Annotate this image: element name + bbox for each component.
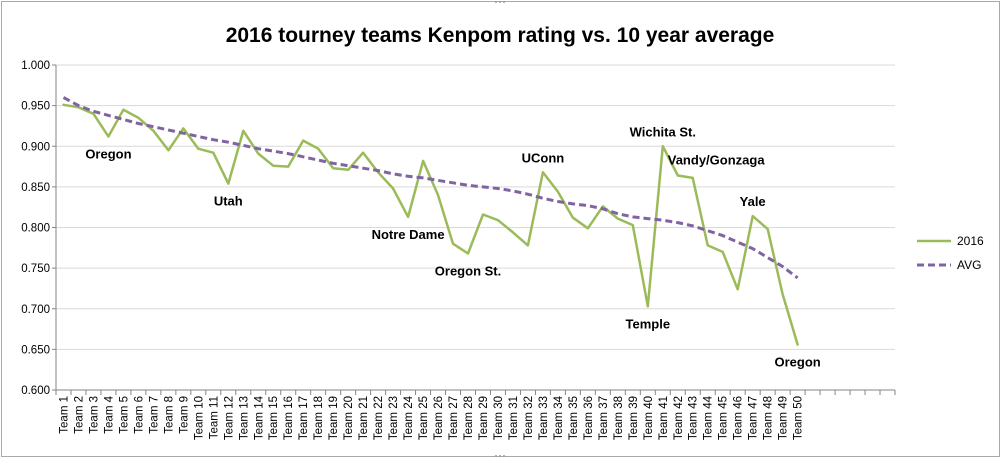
x-tick-label: Team 36	[583, 396, 595, 440]
y-tick-label: 1.000	[21, 60, 50, 72]
x-tick-label: Team 25	[418, 396, 430, 440]
x-tick-label: Team 48	[763, 396, 775, 440]
x-tick-label: Team 14	[253, 395, 265, 440]
x-tick-label: Team 18	[313, 396, 325, 440]
x-tick-label: Team 15	[268, 396, 280, 440]
x-tick-label: Team 22	[373, 396, 385, 440]
annotation-label: Oregon	[774, 355, 820, 370]
annotation-label: UConn	[522, 150, 565, 165]
x-tick-label: Team 50	[793, 396, 805, 440]
annotation-label: Vandy/Gonzaga	[668, 153, 766, 168]
y-tick-label: 0.900	[21, 141, 50, 153]
x-axis: Team 1 Team 2 Team 3 Team 4 Team 5 Team 6 Team…	[55, 389, 896, 440]
x-tick-label: Team 26	[433, 396, 445, 440]
x-tick-label: Team 10	[193, 396, 205, 440]
x-tick-label: Team 13	[238, 396, 250, 440]
annotation-label: Oregon	[85, 147, 131, 162]
x-tick-label: Team 28	[463, 396, 475, 440]
x-tick-label: Team 21	[358, 396, 370, 440]
x-tick-label: Team 40	[643, 396, 655, 440]
gridlines	[56, 64, 895, 350]
y-tick-label: 0.950	[21, 101, 50, 113]
x-tick-label: Team 38	[613, 396, 625, 440]
frame-handle-bottom[interactable]	[494, 454, 506, 458]
x-tick-label: Team 2	[73, 396, 85, 434]
x-tick-label: Team 12	[223, 396, 235, 440]
series-lines	[62, 96, 799, 346]
x-tick-label: Team 44	[703, 395, 715, 440]
y-tick-label: 0.850	[21, 182, 50, 194]
x-tick-label: Team 7	[148, 396, 160, 434]
x-tick-label: Team 45	[718, 396, 730, 440]
x-tick-label: Team 27	[448, 396, 460, 440]
annotation-label: Wichita St.	[630, 124, 696, 139]
x-tick-label: Team 11	[208, 396, 220, 439]
y-axis: 0.600 0.650 0.700 0.750 0.800 0.850 0.900 0.950…	[21, 60, 57, 397]
y-tick-label: 0.650	[21, 344, 50, 356]
x-tick-label: Team 35	[568, 396, 580, 440]
x-tick-label: Team 24	[403, 395, 415, 440]
x-tick-label: Team 9	[178, 396, 190, 434]
x-tick-label: Team 31	[508, 396, 520, 440]
x-tick-label: Team 19	[328, 396, 340, 440]
y-tick-label: 0.750	[21, 263, 50, 275]
x-tick-label: Team 23	[388, 396, 400, 440]
series-line-avg	[62, 96, 799, 280]
x-tick-label: Team 33	[538, 396, 550, 440]
x-tick-label: Team 17	[298, 396, 310, 440]
chart-title: 2016 tourney teams Kenpom rating vs. 10 …	[226, 24, 775, 47]
x-tick-label: Team 41	[658, 396, 670, 440]
x-tick-label: Team 5	[118, 396, 130, 434]
x-tick-label: Team 47	[748, 396, 760, 440]
legend-label-avg: AVG	[957, 258, 981, 272]
x-tick-label: Team 34	[553, 395, 565, 440]
x-tick-label: Team 46	[733, 396, 745, 440]
x-tick-label: Team 42	[673, 396, 685, 440]
x-tick-label: Team 39	[628, 396, 640, 440]
y-tick-label: 0.800	[21, 223, 50, 235]
legend: 2016 AVG	[917, 234, 984, 272]
x-tick-label: Team 32	[523, 396, 535, 440]
x-tick-label: Team 49	[778, 396, 790, 440]
x-tick-label: Team 30	[493, 396, 505, 440]
annotation-label: Notre Dame	[372, 227, 445, 242]
annotations: Oregon Utah Notre Dame Oregon St. UConn Templ…	[85, 124, 820, 369]
x-tick-label: Team 16	[283, 396, 295, 440]
y-tick-label: 0.600	[21, 385, 50, 397]
x-tick-label: Team 43	[688, 396, 700, 440]
annotation-label: Utah	[214, 194, 243, 209]
frame-handle-top[interactable]	[494, 0, 506, 4]
x-tick-label: Team 6	[133, 396, 145, 434]
y-tick-label: 0.700	[21, 304, 50, 316]
x-tick-label: Team 3	[88, 396, 100, 434]
x-tick-label: Team 4	[103, 395, 115, 433]
x-tick-label: Team 20	[343, 396, 355, 440]
annotation-label: Oregon St.	[435, 264, 501, 279]
x-tick-label: Team 1	[58, 396, 70, 434]
x-tick-label: Team 29	[478, 396, 490, 440]
annotation-label: Temple	[626, 316, 671, 331]
legend-label-2016: 2016	[957, 234, 984, 248]
x-tick-label: Team 8	[163, 396, 175, 434]
x-tick-label: Team 37	[598, 396, 610, 440]
annotation-label: Yale	[740, 194, 766, 209]
